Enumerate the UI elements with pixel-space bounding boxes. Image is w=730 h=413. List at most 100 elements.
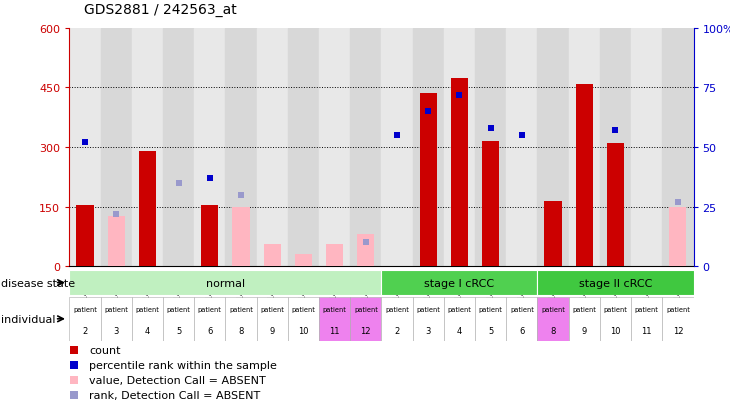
Text: 4: 4 [457, 327, 462, 336]
Text: patient: patient [136, 306, 159, 313]
Bar [569, 29, 600, 266]
Text: GDS2881 / 242563_at: GDS2881 / 242563_at [84, 2, 237, 17]
Text: 4: 4 [145, 327, 150, 336]
Bar [319, 29, 350, 266]
Bar [569, 297, 600, 341]
Text: patient: patient [666, 306, 690, 313]
Text: patient: patient [416, 306, 440, 313]
Text: 6: 6 [207, 327, 212, 336]
Text: count: count [89, 345, 121, 355]
Text: stage II cRCC: stage II cRCC [579, 278, 652, 288]
Text: patient: patient [73, 306, 97, 313]
Text: normal: normal [206, 278, 245, 288]
Text: patient: patient [479, 306, 502, 313]
Bar [412, 297, 444, 341]
Bar [288, 29, 319, 266]
Bar [264, 244, 281, 266]
Text: 10: 10 [298, 327, 309, 336]
Bar [381, 271, 537, 295]
Bar [131, 297, 163, 341]
Bar [451, 78, 468, 266]
Bar [131, 29, 163, 266]
Bar [412, 29, 444, 266]
Bar [357, 235, 374, 266]
Bar [507, 297, 537, 341]
Text: 9: 9 [582, 327, 587, 336]
Bar [631, 29, 662, 266]
Bar [545, 201, 561, 266]
Text: patient: patient [635, 306, 658, 313]
Text: 5: 5 [488, 327, 493, 336]
Bar [507, 29, 537, 266]
Bar [194, 297, 226, 341]
Bar [537, 29, 569, 266]
Bar [482, 142, 499, 266]
Bar [662, 297, 694, 341]
Text: individual: individual [1, 314, 56, 324]
Text: 11: 11 [642, 327, 652, 336]
Bar [69, 297, 101, 341]
Text: rank, Detection Call = ABSENT: rank, Detection Call = ABSENT [89, 390, 261, 400]
Bar [475, 29, 507, 266]
Bar [226, 297, 257, 341]
Text: stage I cRCC: stage I cRCC [424, 278, 494, 288]
Bar [537, 271, 694, 295]
Bar [226, 29, 257, 266]
Bar [326, 244, 343, 266]
Bar [288, 297, 319, 341]
Bar [101, 29, 132, 266]
Bar [350, 297, 381, 341]
Bar [350, 29, 381, 266]
Text: 12: 12 [361, 327, 371, 336]
Bar [600, 29, 631, 266]
Text: 2: 2 [82, 327, 88, 336]
Text: value, Detection Call = ABSENT: value, Detection Call = ABSENT [89, 375, 266, 385]
Text: 6: 6 [519, 327, 525, 336]
Text: 12: 12 [672, 327, 683, 336]
Text: patient: patient [541, 306, 565, 313]
Text: patient: patient [261, 306, 284, 313]
Text: patient: patient [604, 306, 627, 313]
Text: 3: 3 [113, 327, 119, 336]
Text: 9: 9 [269, 327, 274, 336]
Text: patient: patient [104, 306, 128, 313]
Text: 8: 8 [550, 327, 556, 336]
Text: 8: 8 [238, 327, 244, 336]
Text: patient: patient [354, 306, 377, 313]
Text: patient: patient [198, 306, 222, 313]
Bar [295, 254, 312, 266]
Text: percentile rank within the sample: percentile rank within the sample [89, 360, 277, 370]
Text: patient: patient [385, 306, 409, 313]
Text: patient: patient [510, 306, 534, 313]
Text: 11: 11 [329, 327, 340, 336]
Bar [381, 297, 412, 341]
Bar [257, 297, 288, 341]
Bar [444, 29, 475, 266]
Text: patient: patient [447, 306, 472, 313]
Bar [420, 94, 437, 266]
Text: 10: 10 [610, 327, 620, 336]
Bar [537, 297, 569, 341]
Text: patient: patient [291, 306, 315, 313]
Bar [319, 297, 350, 341]
Bar [163, 297, 194, 341]
Bar [232, 208, 250, 266]
Text: 2: 2 [394, 327, 399, 336]
Bar [201, 205, 218, 266]
Bar [257, 29, 288, 266]
Bar [600, 297, 631, 341]
Text: patient: patient [572, 306, 596, 313]
Bar [475, 297, 507, 341]
Bar [77, 205, 93, 266]
Bar [69, 271, 381, 295]
Bar [163, 29, 194, 266]
Bar [107, 217, 125, 266]
Text: patient: patient [166, 306, 191, 313]
Bar [101, 297, 131, 341]
Text: disease state: disease state [1, 278, 76, 288]
Bar [576, 84, 593, 266]
Bar [631, 297, 662, 341]
Bar [381, 29, 412, 266]
Bar [607, 144, 624, 266]
Bar [444, 297, 475, 341]
